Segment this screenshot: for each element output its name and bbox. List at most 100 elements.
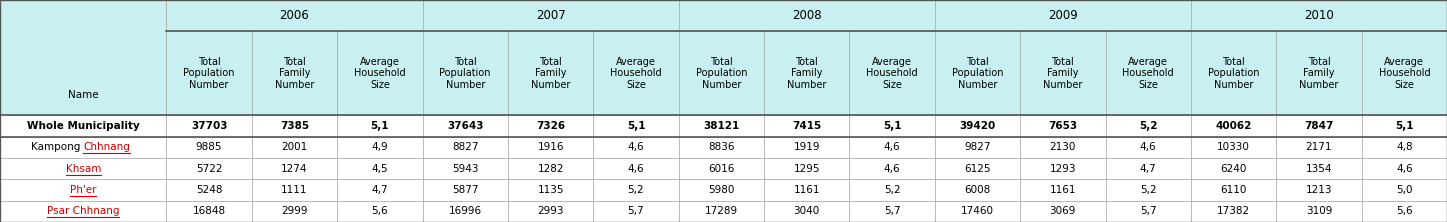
Text: 2001: 2001 bbox=[281, 142, 308, 153]
Text: Total
Population
Number: Total Population Number bbox=[184, 57, 234, 90]
Text: 5,2: 5,2 bbox=[628, 185, 644, 195]
Text: 6008: 6008 bbox=[964, 185, 991, 195]
Text: Psar Chhnang: Psar Chhnang bbox=[46, 206, 120, 216]
Bar bbox=[849, 179, 935, 201]
Text: 7385: 7385 bbox=[279, 121, 310, 131]
Text: 4,6: 4,6 bbox=[1396, 164, 1412, 174]
Bar bbox=[764, 31, 849, 115]
Bar bbox=[166, 137, 252, 158]
Text: 9827: 9827 bbox=[964, 142, 991, 153]
Bar bbox=[166, 31, 252, 115]
Text: 1135: 1135 bbox=[537, 185, 564, 195]
Text: 8827: 8827 bbox=[451, 142, 479, 153]
Bar bbox=[0, 201, 166, 222]
Text: 4,7: 4,7 bbox=[1140, 164, 1156, 174]
Text: Average
Household
Size: Average Household Size bbox=[1379, 57, 1430, 90]
Bar bbox=[1276, 137, 1362, 158]
Bar bbox=[1362, 115, 1447, 137]
Text: 5722: 5722 bbox=[195, 164, 223, 174]
Bar bbox=[337, 137, 423, 158]
Bar bbox=[1106, 158, 1191, 179]
Text: 5943: 5943 bbox=[451, 164, 479, 174]
Text: 4,6: 4,6 bbox=[628, 142, 644, 153]
Text: Total
Family
Number: Total Family Number bbox=[531, 57, 570, 90]
Bar bbox=[166, 158, 252, 179]
Bar bbox=[593, 201, 679, 222]
Text: 5,2: 5,2 bbox=[1140, 185, 1156, 195]
Text: 4,9: 4,9 bbox=[372, 142, 388, 153]
Bar bbox=[0, 158, 166, 179]
Text: 5,1: 5,1 bbox=[627, 121, 645, 131]
Bar bbox=[166, 0, 423, 31]
Text: 5,7: 5,7 bbox=[628, 206, 644, 216]
Bar bbox=[508, 115, 593, 137]
Text: 5,1: 5,1 bbox=[370, 121, 389, 131]
Text: 7326: 7326 bbox=[535, 121, 566, 131]
Bar bbox=[1020, 137, 1106, 158]
Bar bbox=[1191, 179, 1276, 201]
Bar bbox=[935, 179, 1020, 201]
Bar bbox=[423, 179, 508, 201]
Bar bbox=[935, 0, 1191, 31]
Text: 5248: 5248 bbox=[195, 185, 223, 195]
Bar bbox=[337, 31, 423, 115]
Bar bbox=[1276, 179, 1362, 201]
Text: Name: Name bbox=[68, 90, 98, 100]
Text: 7847: 7847 bbox=[1304, 121, 1334, 131]
Bar bbox=[1191, 115, 1276, 137]
Text: Total
Population
Number: Total Population Number bbox=[952, 57, 1003, 90]
Bar bbox=[1362, 31, 1447, 115]
Text: Kampong: Kampong bbox=[30, 142, 84, 153]
Bar bbox=[849, 201, 935, 222]
Bar bbox=[935, 115, 1020, 137]
Bar bbox=[1362, 179, 1447, 201]
Bar bbox=[337, 115, 423, 137]
Text: 1354: 1354 bbox=[1305, 164, 1333, 174]
Text: 1161: 1161 bbox=[1049, 185, 1077, 195]
Text: 5980: 5980 bbox=[708, 185, 735, 195]
Bar bbox=[1276, 201, 1362, 222]
Bar bbox=[252, 31, 337, 115]
Bar bbox=[508, 179, 593, 201]
Bar bbox=[423, 0, 679, 31]
Bar bbox=[593, 31, 679, 115]
Text: 4,8: 4,8 bbox=[1396, 142, 1412, 153]
Bar bbox=[0, 115, 166, 137]
Text: 1916: 1916 bbox=[537, 142, 564, 153]
Bar bbox=[423, 137, 508, 158]
Text: 5,0: 5,0 bbox=[1396, 185, 1412, 195]
Text: 37703: 37703 bbox=[191, 121, 227, 131]
Text: 9885: 9885 bbox=[195, 142, 223, 153]
Text: 5,7: 5,7 bbox=[884, 206, 900, 216]
Text: 5877: 5877 bbox=[451, 185, 479, 195]
Bar bbox=[1106, 115, 1191, 137]
Bar bbox=[764, 179, 849, 201]
Text: 2999: 2999 bbox=[281, 206, 308, 216]
Bar bbox=[1020, 201, 1106, 222]
Bar bbox=[1191, 137, 1276, 158]
Text: 40062: 40062 bbox=[1215, 121, 1252, 131]
Bar bbox=[508, 158, 593, 179]
Bar bbox=[508, 201, 593, 222]
Text: 2008: 2008 bbox=[792, 9, 822, 22]
Bar bbox=[1362, 137, 1447, 158]
Text: 17289: 17289 bbox=[705, 206, 738, 216]
Bar bbox=[1106, 179, 1191, 201]
Bar bbox=[423, 201, 508, 222]
Text: 5,2: 5,2 bbox=[884, 185, 900, 195]
Bar bbox=[849, 115, 935, 137]
Text: Chhnang: Chhnang bbox=[84, 142, 130, 153]
Text: Total
Family
Number: Total Family Number bbox=[787, 57, 826, 90]
Bar bbox=[0, 137, 166, 158]
Bar bbox=[1106, 31, 1191, 115]
Text: 16996: 16996 bbox=[449, 206, 482, 216]
Bar bbox=[508, 137, 593, 158]
Text: 1111: 1111 bbox=[281, 185, 308, 195]
Text: 4,6: 4,6 bbox=[1140, 142, 1156, 153]
Bar bbox=[1020, 179, 1106, 201]
Bar bbox=[337, 179, 423, 201]
Bar bbox=[764, 158, 849, 179]
Bar bbox=[1362, 201, 1447, 222]
Text: 4,6: 4,6 bbox=[628, 164, 644, 174]
Text: Average
Household
Size: Average Household Size bbox=[355, 57, 405, 90]
